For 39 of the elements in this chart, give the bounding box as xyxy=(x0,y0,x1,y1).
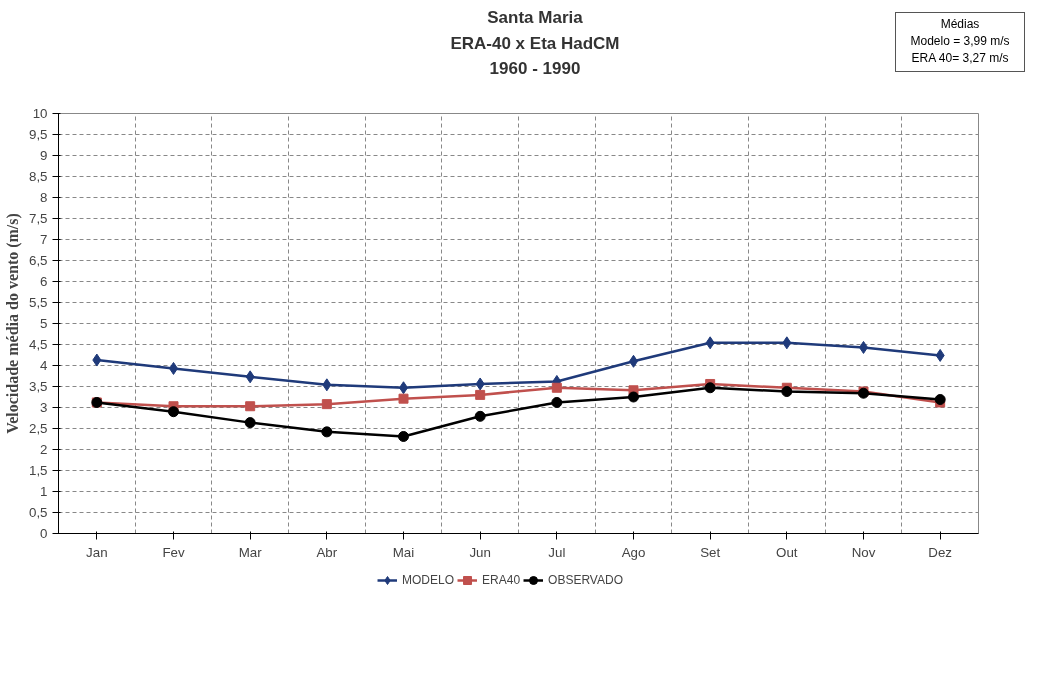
y-tick-label: 3,5 xyxy=(28,379,48,394)
x-tick-label: Out xyxy=(776,544,798,560)
x-tick-label: Jan xyxy=(86,544,108,560)
y-tick-label: 4,5 xyxy=(28,337,48,352)
legend-label: MODELO xyxy=(402,573,455,587)
y-tick-label: 6 xyxy=(40,274,48,289)
x-tick-label: Set xyxy=(700,544,721,560)
y-tick-label: 3 xyxy=(40,400,48,415)
y-tick-label: 1,5 xyxy=(28,463,48,478)
y-tick-label: 10 xyxy=(32,106,48,121)
y-tick-label: 8,5 xyxy=(28,169,48,184)
y-tick-label: 1 xyxy=(40,484,48,499)
legend-label: OBSERVADO xyxy=(548,573,623,587)
y-tick-label: 4 xyxy=(40,358,49,373)
x-tick-label: Ago xyxy=(621,544,646,560)
x-tick-label: Mar xyxy=(238,544,263,560)
y-tick-label: 2,5 xyxy=(28,421,48,436)
y-tick-label: 7,5 xyxy=(28,211,48,226)
x-tick-label: Mai xyxy=(392,544,415,560)
y-tick-label: 9,5 xyxy=(28,127,48,142)
y-tick-label: 0 xyxy=(40,526,48,541)
y-tick-label: 5 xyxy=(40,316,48,331)
x-tick-label: Fev xyxy=(162,544,185,560)
legend-label: ERA40 xyxy=(482,573,521,587)
y-tick-label: 0,5 xyxy=(28,505,48,520)
y-tick-label: 6,5 xyxy=(28,253,48,268)
y-tick-label: 8 xyxy=(40,190,48,205)
text: Médias Modelo = 3,99 m/s ERA 40= 3,27 m/s xyxy=(910,16,1010,68)
y-tick-label: 7 xyxy=(40,232,48,247)
x-tick-label: Dez xyxy=(928,544,953,560)
y-tick-label: 9 xyxy=(40,148,48,163)
y-tick-label: 5,5 xyxy=(28,295,48,310)
y-axis-title: Velocidade média do vento (m/s) xyxy=(3,213,22,434)
chart-title: Santa Maria ERA-40 x Eta HadCM 1960 - 1990 xyxy=(450,7,620,80)
y-tick-label: 2 xyxy=(40,442,48,457)
x-tick-label: Abr xyxy=(316,544,338,560)
x-tick-label: Jul xyxy=(548,544,566,560)
x-tick-label: Nov xyxy=(851,544,876,560)
x-tick-label: Jun xyxy=(469,544,491,560)
